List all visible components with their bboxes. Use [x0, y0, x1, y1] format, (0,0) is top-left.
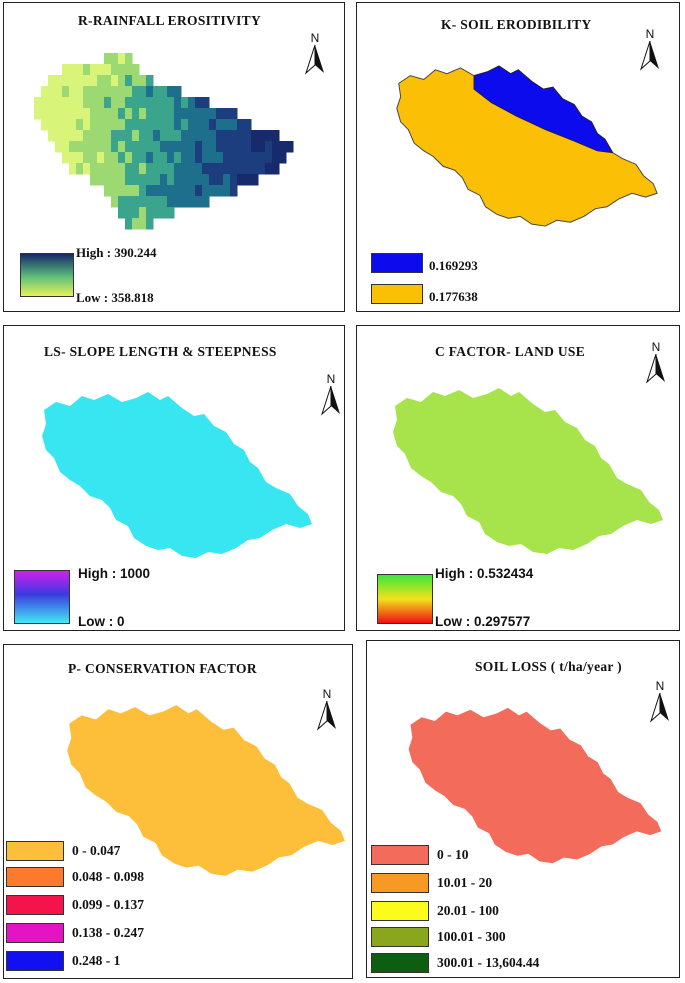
north-arrow-icon: N [304, 31, 326, 75]
legend-label: 20.01 - 100 [437, 903, 499, 918]
panel-c-factor-land-use: C FACTOR- LAND USE N High : 0.532434 Low… [356, 325, 680, 631]
north-label: N [645, 27, 655, 41]
north-arrow-icon: N [320, 372, 342, 416]
panel-title: SOIL LOSS ( t/ha/year ) [475, 659, 622, 674]
legend-label: 0.248 - 1 [72, 953, 121, 968]
panel-title: K- SOIL ERODIBILITY [441, 17, 592, 32]
panel-soil-loss: SOIL LOSS ( t/ha/year ) N 0 - 10 10.01 -… [366, 640, 680, 978]
erodibility-zone-low [473, 65, 614, 154]
legend-label: 0 - 10 [437, 847, 469, 862]
north-label: N [310, 31, 320, 45]
legend-ramp [20, 253, 74, 297]
north-label: N [322, 687, 332, 701]
legend-swatch-0 [371, 253, 423, 273]
legend-label: 0.138 - 0.247 [72, 925, 144, 940]
legend-swatch-1 [371, 284, 423, 304]
conservation-factor-map [67, 701, 350, 881]
north-arrow-icon: N [316, 687, 338, 731]
legend-low-label: Low : 358.818 [76, 290, 154, 305]
legend-high-label: High : 1000 [78, 566, 151, 581]
legend-ramp [377, 574, 433, 624]
legend-label: 0 - 0.047 [72, 843, 121, 858]
north-label: N [655, 679, 665, 693]
panel-title: LS- SLOPE LENGTH & STEEPNESS [44, 344, 277, 359]
legend-low-label: Low : 0.297577 [435, 614, 531, 629]
north-label: N [651, 340, 661, 354]
north-label: N [326, 372, 336, 386]
legend-high-label: High : 0.532434 [435, 566, 534, 581]
slope-length-map [42, 388, 316, 558]
land-use-map [387, 388, 663, 554]
legend-high-label: High : 390.244 [76, 245, 157, 260]
legend-low-label: Low : 0 [78, 614, 125, 629]
panel-title: P- CONSERVATION FACTOR [68, 661, 257, 676]
legend-label: 10.01 - 20 [437, 875, 493, 890]
legend-label: 100.01 - 300 [437, 929, 506, 944]
legend-label: 0.099 - 0.137 [72, 897, 144, 912]
soil-erodibility-map [391, 59, 661, 234]
panel-p-conservation-factor: P- CONSERVATION FACTOR N 0 - 0.047 0.048… [3, 644, 353, 979]
panel-r-rainfall-erosivity: R-RAINFALL EROSITIVITY N High : 390.244 … [3, 2, 345, 312]
north-arrow-icon: N [645, 340, 667, 384]
panel-title: R-RAINFALL EROSITIVITY [78, 13, 262, 28]
legend-label: 300.01 - 13,604.44 [437, 955, 540, 970]
legend-label-1: 0.177638 [429, 289, 478, 304]
panel-title: C FACTOR- LAND USE [435, 344, 586, 359]
panel-k-soil-erodibility: K- SOIL ERODIBILITY N 0.169293 0.177638 [356, 2, 680, 312]
north-arrow-icon: N [649, 679, 671, 723]
soil-loss-map [408, 707, 662, 864]
panel-ls-slope-length: LS- SLOPE LENGTH & STEEPNESS N High : 10… [3, 325, 345, 631]
legend-label-0: 0.169293 [429, 258, 478, 273]
legend-label: 0.048 - 0.098 [72, 869, 144, 884]
rainfall-map [34, 53, 294, 230]
legend-ramp [14, 570, 70, 624]
north-arrow-icon: N [639, 27, 661, 71]
